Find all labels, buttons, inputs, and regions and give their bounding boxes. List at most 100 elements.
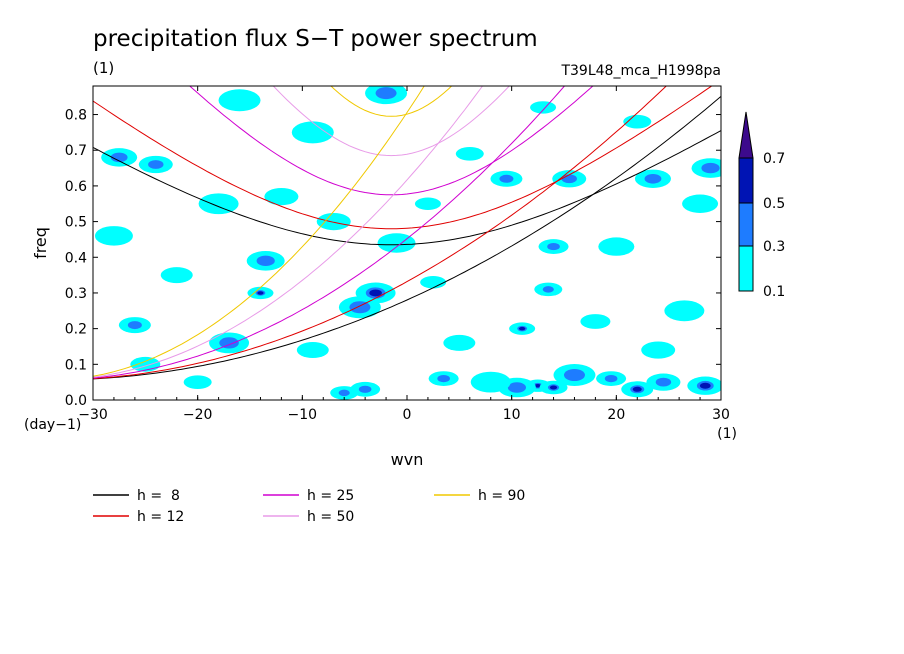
y-tick-label: 0.4 bbox=[65, 250, 87, 266]
contour-blob-core bbox=[507, 382, 526, 393]
contour-blob-peak bbox=[699, 382, 711, 389]
legend-label: h = 8 bbox=[137, 488, 180, 504]
contour-blob-core bbox=[358, 385, 372, 393]
contour-blob bbox=[420, 276, 447, 289]
contour-blob bbox=[218, 89, 261, 112]
x-tick-label: −30 bbox=[78, 407, 108, 423]
chart-title: precipitation flux S−T power spectrum bbox=[93, 26, 538, 52]
contour-blob-core bbox=[701, 162, 720, 174]
contour-blob-core bbox=[349, 301, 371, 314]
y-tick-label: 0.7 bbox=[65, 143, 87, 159]
dispersion-curve-ig bbox=[93, 130, 721, 246]
dispersion-curve-ig bbox=[272, 86, 510, 157]
colorbar-segment bbox=[738, 157, 754, 204]
contour-blob-peak bbox=[632, 386, 642, 392]
contour-blob bbox=[291, 121, 334, 144]
dispersion-curve-kelvin bbox=[93, 86, 425, 377]
contour-blob bbox=[160, 267, 193, 284]
contour-blob bbox=[530, 101, 557, 114]
contour-blob-core bbox=[604, 374, 618, 383]
contour-blob bbox=[296, 342, 329, 359]
legend: h = 8 h = 12 h = 25 h = 50 h = 90 bbox=[93, 488, 525, 525]
contour-blob-core bbox=[110, 152, 128, 163]
y-tick-label: 0.5 bbox=[65, 215, 87, 231]
contour-blob bbox=[580, 314, 611, 329]
run-label: T39L48_mca_H1998pa bbox=[560, 63, 721, 79]
x-tick-label: −10 bbox=[288, 407, 318, 423]
contour-blob bbox=[183, 375, 212, 389]
contour-blob bbox=[130, 356, 161, 372]
contour-blob bbox=[443, 334, 476, 351]
contour-blob-core bbox=[338, 389, 350, 397]
title-unit: (1) bbox=[93, 59, 114, 77]
contour-blob-core bbox=[547, 242, 560, 251]
contour-blob bbox=[470, 371, 511, 393]
colorbar-label: 0.1 bbox=[763, 284, 785, 300]
y-tick-label: 0.2 bbox=[65, 322, 87, 338]
dispersion-curve-kelvin bbox=[93, 86, 566, 379]
contour-blob bbox=[264, 188, 299, 206]
x-tick-label: −20 bbox=[183, 407, 213, 423]
contour-blob bbox=[377, 233, 416, 253]
contour-blob bbox=[94, 226, 133, 246]
x-tick-label: 0 bbox=[403, 407, 412, 423]
plot-area bbox=[92, 85, 722, 401]
contour-blob bbox=[598, 237, 635, 256]
x-unit-label: (1) bbox=[717, 426, 737, 442]
contour-blob bbox=[316, 212, 351, 231]
contour-blob bbox=[198, 193, 239, 215]
contour-blob-peak bbox=[518, 326, 526, 331]
legend-label: h = 25 bbox=[307, 488, 354, 504]
colorbar: 0.1 0.3 0.5 0.7 bbox=[738, 111, 785, 300]
legend-label: h = 90 bbox=[478, 488, 525, 504]
dispersion-curve-kelvin bbox=[93, 96, 721, 380]
contour-blob-core bbox=[375, 87, 397, 100]
dispersion-curve-ig bbox=[93, 86, 713, 230]
contour-blob-peak bbox=[549, 385, 558, 390]
dispersion-curve-ig bbox=[188, 86, 594, 196]
contour-blob bbox=[641, 341, 676, 359]
x-tick-label: 10 bbox=[503, 407, 521, 423]
y-tick-label: 0.1 bbox=[65, 357, 87, 373]
contour-blob-peak bbox=[257, 291, 264, 295]
y-tick-label: 0.6 bbox=[65, 179, 87, 195]
contour-blob-core bbox=[499, 174, 514, 183]
colorbar-label: 0.5 bbox=[763, 196, 785, 212]
y-unit-label: (day−1) bbox=[24, 417, 81, 433]
contour-blob bbox=[455, 146, 484, 161]
contour-blob-peak bbox=[369, 289, 382, 297]
y-axis-label: freq bbox=[31, 227, 50, 259]
contour-blob bbox=[664, 300, 705, 322]
colorbar-segment bbox=[738, 245, 754, 292]
y-tick-label: 0.8 bbox=[65, 108, 87, 124]
dispersion-curve-ig bbox=[330, 86, 453, 117]
contour-blob-peak bbox=[534, 383, 541, 388]
x-axis-ticks: −30 −20 −10 0 10 20 30 bbox=[78, 86, 730, 423]
contour-fills bbox=[94, 86, 721, 400]
contour-blob-core bbox=[219, 337, 239, 349]
y-axis-ticks: 0.0 0.1 0.2 0.3 0.4 0.5 0.6 0.7 0.8 bbox=[65, 108, 721, 409]
dispersion-curves bbox=[93, 86, 721, 380]
y-tick-label: 0.3 bbox=[65, 286, 87, 302]
dispersion-curve-kelvin bbox=[93, 86, 667, 380]
x-tick-label: 20 bbox=[607, 407, 625, 423]
contour-blob-core bbox=[256, 255, 275, 267]
colorbar-segment bbox=[738, 202, 754, 247]
contour-blob-core bbox=[127, 321, 142, 330]
y-tick-label: 0.0 bbox=[65, 393, 87, 409]
contour-blob-core bbox=[563, 369, 585, 382]
contour-blob-core bbox=[148, 160, 164, 169]
contour-blob-core bbox=[644, 173, 662, 184]
x-tick-label: 30 bbox=[712, 407, 730, 423]
contour-blob bbox=[623, 114, 652, 129]
colorbar-label: 0.3 bbox=[763, 239, 785, 255]
dispersion-curve-kelvin bbox=[93, 86, 484, 378]
contour-blob bbox=[414, 197, 441, 210]
contour-blob-core bbox=[655, 377, 672, 387]
colorbar-extend-triangle bbox=[738, 111, 754, 159]
legend-label: h = 50 bbox=[307, 509, 354, 525]
colorbar-label: 0.7 bbox=[763, 151, 785, 167]
contour-blob-core bbox=[542, 286, 554, 293]
x-axis-label: wvn bbox=[391, 450, 424, 469]
